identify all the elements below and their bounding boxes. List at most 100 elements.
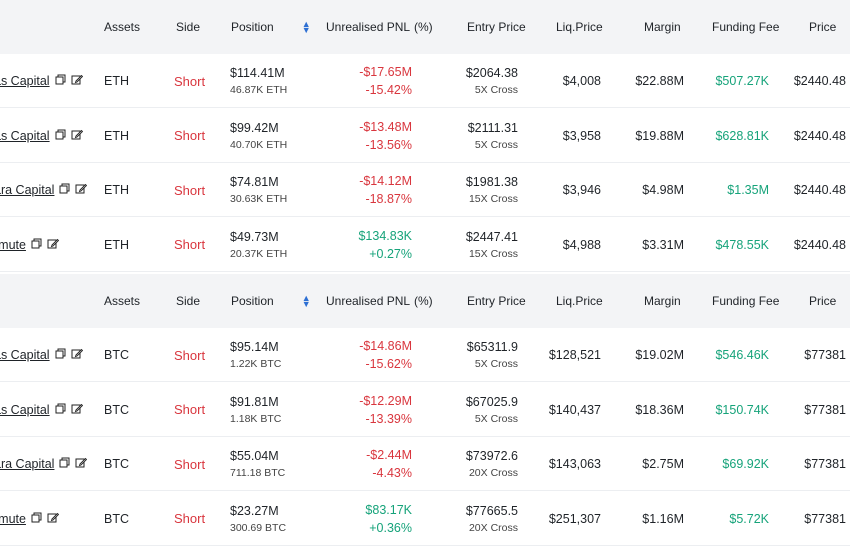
price-cell: $2440.48 — [793, 183, 846, 197]
copy-icon[interactable] — [59, 183, 70, 197]
price-cell: $2440.48 — [793, 237, 846, 252]
edit-icon[interactable] — [47, 238, 60, 252]
leverage: 5X Cross — [474, 358, 518, 370]
eth-table-header: Assets Side Position ▲ ▼ Unrealised PNL (… — [0, 0, 850, 54]
pnl-value: -$2.44M — [366, 448, 412, 462]
sort-icon[interactable]: ▲ ▼ — [301, 19, 311, 35]
leverage: 20X Cross — [468, 521, 518, 534]
trader-name-cell: ara Capital — [0, 163, 88, 217]
header-funding-fee: Funding Fee — [712, 294, 780, 308]
leverage: 20X Cross — [468, 467, 518, 479]
header-position[interactable]: Position ▲ ▼ — [231, 274, 311, 328]
entry-price: $65311.9 — [466, 340, 518, 354]
funding-fee-cell: $69.92K — [722, 457, 769, 471]
asset-cell: BTC — [104, 402, 129, 417]
header-pct: (%) — [414, 294, 433, 308]
trader-name-cell: as Capital — [0, 109, 86, 163]
price-cell: $2440.48 — [793, 128, 846, 143]
header-entry-price: Entry Price — [467, 294, 526, 308]
leverage: 5X Cross — [474, 84, 518, 96]
position-cell: $49.73M 20.37K ETH — [230, 218, 287, 272]
copy-icon[interactable] — [55, 129, 66, 143]
pnl-percent: -13.39% — [365, 411, 412, 426]
trader-name-link[interactable]: as Capital — [0, 348, 50, 362]
trader-name-cell: rmute — [0, 218, 86, 272]
table-row[interactable]: rmute ETH Short $49.73M 20.37K ETH $134.… — [0, 217, 850, 272]
trader-name-cell: as Capital — [0, 328, 86, 382]
sort-icon[interactable]: ▲ ▼ — [301, 293, 311, 309]
margin-cell: $2.75M — [642, 457, 684, 471]
header-unrealised-pnl: Unrealised PNL — [326, 294, 411, 308]
trader-name-link[interactable]: ara Capital — [0, 183, 55, 197]
position-value: $95.14M — [230, 340, 279, 354]
entry-cell: $77665.5 20X Cross — [450, 492, 518, 546]
copy-icon[interactable] — [31, 238, 42, 252]
liq-price-cell: $3,958 — [562, 128, 601, 143]
header-funding-fee: Funding Fee — [712, 20, 780, 34]
trader-name-cell: rmute — [0, 492, 86, 546]
entry-price: $67025.9 — [465, 394, 518, 409]
position-value: $114.41M — [230, 66, 285, 80]
funding-fee-cell: $628.81K — [715, 128, 769, 143]
trader-name-link[interactable]: as Capital — [0, 402, 50, 417]
funding-fee-cell: $5.72K — [729, 511, 769, 526]
edit-icon[interactable] — [71, 129, 83, 143]
side-cell: Short — [174, 402, 206, 417]
asset-cell: ETH — [104, 237, 129, 252]
table-row[interactable]: as Capital BTC Short $91.81M 1.18K BTC -… — [0, 382, 850, 437]
edit-icon[interactable] — [47, 512, 60, 526]
side-cell: Short — [174, 511, 206, 526]
position-value: $91.81M — [230, 394, 279, 409]
position-cell: $55.04M 711.18 BTC — [230, 437, 285, 491]
copy-icon[interactable] — [31, 512, 42, 526]
asset-cell: BTC — [104, 511, 129, 526]
position-value: $49.73M — [230, 229, 279, 244]
pnl-percent: +0.36% — [369, 520, 412, 535]
edit-icon[interactable] — [75, 183, 88, 197]
header-price: Price — [809, 294, 837, 308]
table-row[interactable]: rmute BTC Short $23.27M 300.69 BTC $83.1… — [0, 491, 850, 546]
position-size: 1.22K BTC — [230, 358, 282, 370]
position-cell: $74.81M 30.63K ETH — [230, 163, 287, 217]
table-row[interactable]: as Capital ETH Short $99.42M 40.70K ETH … — [0, 108, 850, 163]
edit-icon[interactable] — [71, 74, 83, 88]
trader-name-link[interactable]: ara Capital — [0, 457, 55, 471]
price-cell: $77381 — [804, 457, 846, 471]
table-row[interactable]: as Capital ETH Short $114.41M 46.87K ETH… — [0, 54, 850, 108]
trader-name-cell: as Capital — [0, 383, 86, 437]
copy-icon[interactable] — [55, 348, 66, 362]
edit-icon[interactable] — [71, 403, 83, 417]
asset-cell: ETH — [104, 128, 129, 143]
margin-cell: $18.36M — [635, 402, 684, 417]
trader-name-link[interactable]: as Capital — [0, 128, 50, 143]
copy-icon[interactable] — [55, 403, 66, 417]
pnl-cell: -$12.29M -13.39% — [318, 383, 412, 437]
table-row[interactable]: as Capital BTC Short $95.14M 1.22K BTC -… — [0, 328, 850, 382]
position-size: 20.37K ETH — [230, 247, 288, 260]
header-unrealised-pnl: Unrealised PNL — [326, 20, 411, 34]
header-position-label: Position — [231, 20, 274, 34]
trader-name-link[interactable]: rmute — [0, 237, 26, 252]
copy-icon[interactable] — [59, 457, 70, 471]
header-liq-price: Liq.Price — [556, 20, 603, 34]
entry-price: $2064.38 — [465, 66, 518, 80]
edit-icon[interactable] — [75, 457, 88, 471]
copy-icon[interactable] — [55, 74, 66, 88]
header-position[interactable]: Position ▲ ▼ — [231, 0, 311, 54]
table-row[interactable]: ara Capital BTC Short $55.04M 711.18 BTC… — [0, 437, 850, 491]
pnl-percent: -18.87% — [365, 192, 412, 206]
liq-price-cell: $140,437 — [548, 402, 601, 417]
pnl-value: $134.83K — [358, 228, 412, 243]
edit-icon[interactable] — [71, 348, 83, 362]
pnl-percent: -4.43% — [372, 466, 412, 480]
entry-cell: $2447.41 15X Cross — [450, 218, 518, 272]
price-cell: $2440.48 — [793, 74, 846, 88]
header-assets: Assets — [104, 294, 141, 308]
funding-fee-cell: $478.55K — [715, 237, 769, 252]
header-pct: (%) — [414, 20, 433, 34]
margin-cell: $1.16M — [642, 511, 684, 526]
trader-name-link[interactable]: rmute — [0, 511, 26, 526]
trader-name-link[interactable]: as Capital — [0, 74, 50, 88]
liq-price-cell: $251,307 — [548, 511, 601, 526]
table-row[interactable]: ara Capital ETH Short $74.81M 30.63K ETH… — [0, 163, 850, 217]
